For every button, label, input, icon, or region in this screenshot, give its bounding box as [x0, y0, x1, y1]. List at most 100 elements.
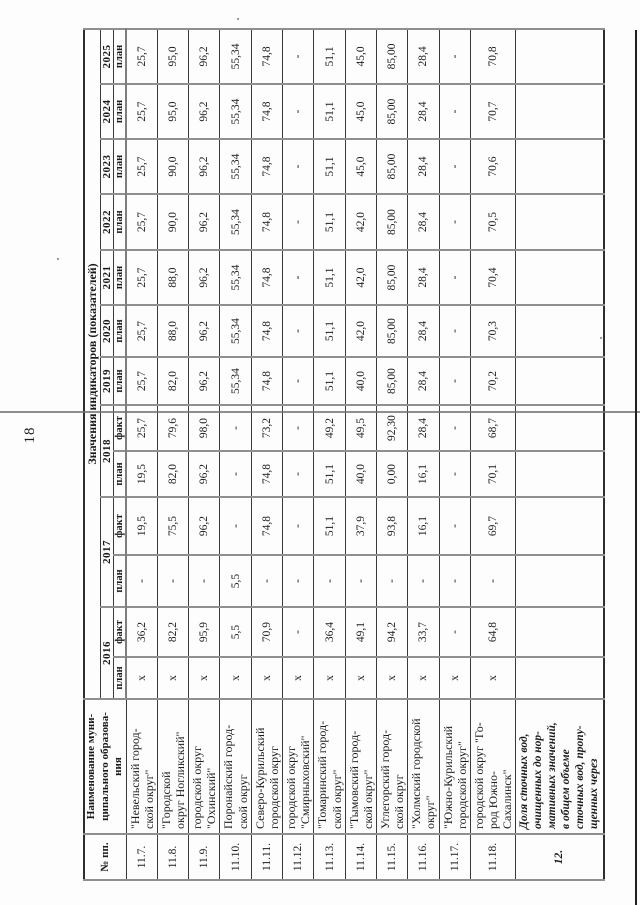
value-cell: 74,8 — [251, 194, 283, 250]
value-cell — [515, 357, 604, 405]
plan-fact-header: факт — [113, 607, 126, 657]
value-cell: 25,7 — [126, 194, 158, 250]
value-cell: - — [439, 497, 471, 555]
value-cell: 19,5 — [126, 497, 158, 555]
value-cell: х — [345, 657, 377, 699]
value-cell: 51,1 — [313, 497, 346, 555]
plan-fact-header: план — [113, 555, 126, 607]
row-number-cell: 11.14. — [345, 834, 377, 880]
value-cell: х — [251, 657, 283, 699]
value-cell — [515, 250, 604, 305]
value-cell: 90,0 — [157, 139, 189, 194]
value-cell: - — [439, 194, 471, 250]
value-cell: 74,8 — [251, 28, 283, 84]
value-cell: 70,7 — [470, 84, 516, 139]
year-header: 2021 — [100, 250, 114, 305]
year-header: 2018 — [100, 405, 114, 497]
value-cell: - — [345, 555, 377, 607]
value-cell: 51,1 — [313, 84, 346, 139]
value-cell: х — [282, 657, 314, 699]
row-number-cell: 11.18. — [470, 834, 516, 880]
value-cell: 55,34 — [219, 139, 252, 194]
row-number-cell: 11.10. — [219, 834, 252, 880]
value-cell: 51,1 — [313, 305, 346, 357]
value-cell: 96,2 — [188, 28, 220, 84]
scan-speck — [600, 337, 602, 339]
value-cell: 51,1 — [313, 194, 346, 250]
table-row: 11.14. "Тымовский город- ской округ" х 49,1… — [345, 28, 377, 880]
municipality-name-cell: Углегорский город- ской округ — [376, 699, 408, 834]
table-row: 11.17. "Южно-Курильский городской округ" х… — [439, 28, 471, 880]
municipality-name-cell: Доля сточных вод, очищенных до нор- мати… — [515, 699, 604, 834]
value-cell: 51,1 — [313, 28, 346, 84]
value-cell: - — [439, 357, 471, 405]
value-cell: 51,1 — [313, 250, 346, 305]
value-cell: 96,2 — [188, 139, 220, 194]
row-number-cell: 12. — [515, 834, 604, 880]
value-cell: - — [439, 451, 471, 497]
value-cell: х — [439, 657, 471, 699]
value-cell: - — [157, 555, 189, 607]
table-row: 11.8. "Городской округ Ногликский" х 82,2-7… — [157, 28, 189, 880]
value-cell: 75,5 — [157, 497, 189, 555]
row-number-cell: 11.13. — [313, 834, 346, 880]
plan-fact-header: план — [113, 657, 126, 699]
value-cell: 85,00 — [376, 28, 408, 84]
value-cell: 5,5 — [219, 607, 252, 657]
col-header-row-number: № пп. — [84, 834, 126, 880]
value-cell: - — [282, 194, 314, 250]
value-cell: 28,4 — [407, 194, 440, 250]
plan-fact-header: план — [113, 250, 126, 305]
value-cell: 74,8 — [251, 357, 283, 405]
value-cell: 51,1 — [313, 139, 346, 194]
value-cell: 28,4 — [407, 139, 440, 194]
value-cell: - — [282, 84, 314, 139]
value-cell: 85,00 — [376, 305, 408, 357]
value-cell: 88,0 — [157, 250, 189, 305]
municipality-name-cell: "Тымовский город- ской округ" — [345, 699, 377, 834]
row-number-cell: 11.17. — [439, 834, 471, 880]
value-cell — [515, 194, 604, 250]
value-cell: 55,34 — [219, 305, 252, 357]
value-cell: - — [439, 28, 471, 84]
page-number: 18 — [22, 426, 38, 444]
value-cell: - — [282, 451, 314, 497]
value-cell: - — [282, 250, 314, 305]
scan-fold-line — [0, 411, 640, 413]
value-cell: 45,0 — [345, 84, 377, 139]
plan-fact-header: план — [113, 28, 126, 84]
value-cell: 36,4 — [313, 607, 346, 657]
table-row: 11.9. городской округ "Охинский" х 95,9-96,… — [188, 28, 220, 880]
value-cell: 25,7 — [126, 250, 158, 305]
municipality-name-cell: "Томаринский город- ской округ" — [313, 699, 346, 834]
row-number-cell: 11.7. — [126, 834, 158, 880]
value-cell: 74,8 — [251, 451, 283, 497]
value-cell: 55,34 — [219, 250, 252, 305]
value-cell — [515, 451, 604, 497]
value-cell: 82,2 — [157, 607, 189, 657]
municipality-name-cell: "Холмский городской округ" — [407, 699, 440, 834]
value-cell: - — [439, 555, 471, 607]
value-cell: 55,34 — [219, 84, 252, 139]
value-cell: - — [470, 555, 516, 607]
value-cell: 25,7 — [126, 305, 158, 357]
year-header: 2022 — [100, 194, 114, 250]
table-row: 11.15. Углегорский город- ской округ х 94,2… — [376, 28, 408, 880]
value-cell: 74,8 — [251, 497, 283, 555]
value-cell: 64,8 — [470, 607, 516, 657]
value-cell: 55,34 — [219, 194, 252, 250]
value-cell: 55,34 — [219, 357, 252, 405]
value-cell — [515, 607, 604, 657]
value-cell: 95,9 — [188, 607, 220, 657]
value-cell: 49,1 — [345, 607, 377, 657]
table-row: 11.11. Северо-Курильский городской округ х… — [251, 28, 283, 880]
year-header: 2016 — [100, 607, 114, 699]
value-cell — [515, 657, 604, 699]
municipality-name-cell: "Невельский город- ской округ" — [126, 699, 158, 834]
value-cell: 85,00 — [376, 357, 408, 405]
value-cell: - — [219, 451, 252, 497]
table-row: 11.12. городской округ "Смирныховский" х - -… — [282, 28, 314, 880]
value-cell: - — [376, 555, 408, 607]
value-cell: 42,0 — [345, 305, 377, 357]
